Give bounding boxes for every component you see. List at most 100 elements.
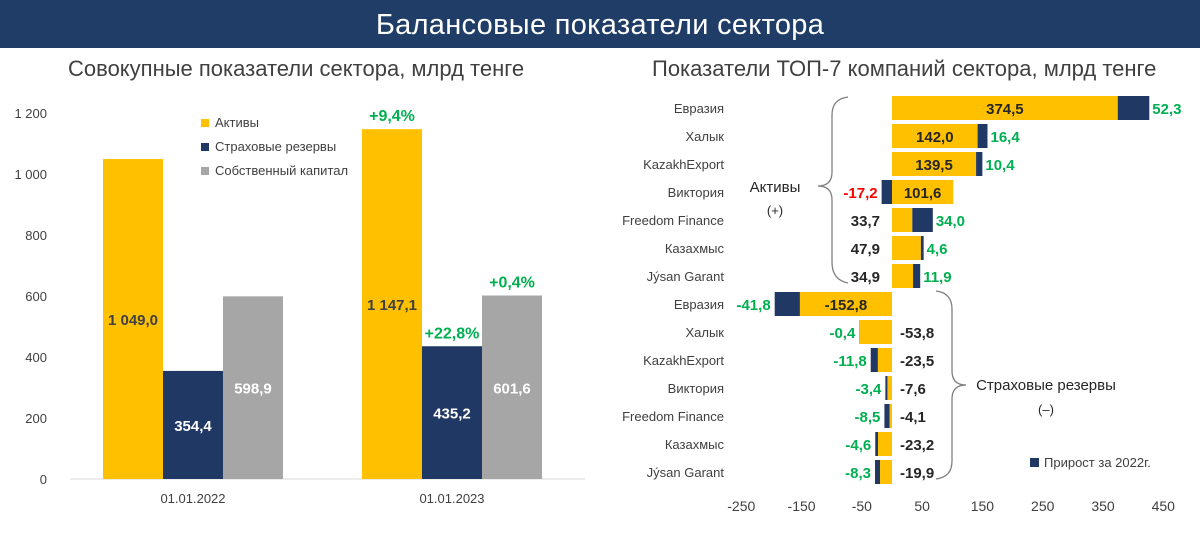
asset-value-label: 101,6 <box>904 185 942 202</box>
growth-value-label: -4,6 <box>845 437 871 454</box>
x-tick-label: 350 <box>1091 498 1115 514</box>
legend-label: Страховые резервы <box>215 139 336 154</box>
company-label: Казахмыс <box>665 437 725 452</box>
company-label: Jýsan Garant <box>647 465 725 480</box>
growth-label: +9,4% <box>369 108 415 125</box>
growth-label: +0,4% <box>489 275 535 292</box>
growth-bar <box>881 180 892 204</box>
x-tick-label: 150 <box>971 498 995 514</box>
reserve-value-label: -19,9 <box>900 465 934 482</box>
bar-value-label: 1 049,0 <box>108 312 158 329</box>
asset-value-label: 47,9 <box>851 241 880 258</box>
growth-bar <box>874 460 881 484</box>
growth-bar <box>1117 96 1150 120</box>
growth-bar <box>774 292 800 316</box>
page-title: Балансовые показатели сектора <box>375 9 825 41</box>
legend-swatch <box>201 119 209 127</box>
growth-label: +22,8% <box>425 325 480 342</box>
top7-bar-chart: Евразия 52,3 374,5 Халык 16,4 142,0 KazakhExpo… <box>622 96 1182 514</box>
growth-value-label: -11,8 <box>833 353 866 370</box>
reserve-bar <box>880 460 892 484</box>
x-tick-label: -50 <box>852 498 872 514</box>
bar-value-label: 1 147,1 <box>367 297 417 314</box>
growth-bar <box>977 124 988 148</box>
growth-value-label: 34,0 <box>936 213 965 230</box>
growth-value-label: -3,4 <box>856 381 883 398</box>
asset-bar <box>892 236 921 260</box>
y-tick-label: 800 <box>25 228 47 243</box>
legend-swatch <box>201 143 209 151</box>
reserve-value-label: -23,5 <box>900 353 934 370</box>
asset-value-label: 374,5 <box>986 101 1024 118</box>
legend-label: Активы <box>215 115 259 130</box>
growth-bar <box>885 376 888 400</box>
growth-value-label: 52,3 <box>1152 101 1181 118</box>
company-label: Халык <box>685 129 724 144</box>
growth-bar <box>920 236 924 260</box>
bar-value-label: 435,2 <box>433 406 471 423</box>
growth-bar <box>884 404 890 428</box>
y-tick-label: 600 <box>25 289 47 304</box>
reserve-value-label: -23,2 <box>900 437 934 454</box>
aggregate-bar-chart: 0 200 400 600 800 1 000 1 200 1 049,0 1 147,1 354… <box>14 106 585 506</box>
x-category-label: 01.01.2022 <box>160 491 225 506</box>
growth-bar <box>913 264 921 288</box>
company-label: Халык <box>685 325 724 340</box>
asset-value-label: 33,7 <box>851 213 880 230</box>
growth-bar <box>976 152 983 176</box>
bar-3-2 <box>482 295 542 479</box>
company-label: KazakhExport <box>643 157 724 172</box>
company-label: KazakhExport <box>643 353 724 368</box>
y-tick-label: 200 <box>25 411 47 426</box>
reserve-bar <box>877 348 892 372</box>
growth-value-label: -41,8 <box>736 297 770 314</box>
y-tick-label: 1 200 <box>14 106 47 121</box>
bar-value-label: 354,4 <box>174 418 212 435</box>
growth-value-label: 4,6 <box>927 241 948 258</box>
asset-bar <box>892 152 977 176</box>
growth-bar <box>875 432 879 456</box>
company-label: Freedom Finance <box>622 409 724 424</box>
legend-label: Прирост за 2022г. <box>1044 455 1151 470</box>
growth-value-label: 16,4 <box>990 129 1020 146</box>
x-tick-label: 50 <box>914 498 930 514</box>
y-tick-label: 400 <box>25 350 47 365</box>
right-chart-title: Показатели ТОП-7 компаний сектора, млрд … <box>652 56 1157 81</box>
asset-value-label: 34,9 <box>851 269 880 286</box>
x-category-label: 01.01.2023 <box>419 491 484 506</box>
x-tick-label: -250 <box>727 498 755 514</box>
reserves-group-sublabel: (–) <box>1038 402 1054 417</box>
reserve-value-label: -152,8 <box>825 297 868 314</box>
asset-value-label: 142,0 <box>916 129 954 146</box>
reserve-value-label: -53,8 <box>900 325 934 342</box>
asset-bar <box>892 124 978 148</box>
assets-brace <box>817 96 849 284</box>
bar-2-1 <box>163 370 223 479</box>
bar-2-2 <box>422 346 482 479</box>
bar-value-label: 598,9 <box>234 381 272 398</box>
company-label: Евразия <box>674 297 724 312</box>
x-tick-label: 450 <box>1152 498 1176 514</box>
growth-bar <box>870 348 878 372</box>
reserve-value-label: -4,1 <box>900 409 926 426</box>
y-tick-label: 0 <box>40 472 47 487</box>
left-chart-title: Совокупные показатели сектора, млрд тенг… <box>68 56 525 81</box>
growth-value-label: 10,4 <box>985 157 1015 174</box>
reserves-group-label: Страховые резервы <box>976 377 1116 394</box>
asset-bar <box>892 264 914 288</box>
legend-label: Собственный капитал <box>215 163 348 178</box>
company-label: Виктория <box>668 381 724 396</box>
company-label: Jýsan Garant <box>647 269 725 284</box>
reserve-bar <box>887 376 892 400</box>
company-label: Казахмыс <box>665 241 725 256</box>
reserve-bar <box>889 404 892 428</box>
growth-value-label: -8,5 <box>855 409 881 426</box>
asset-bar <box>892 96 1118 120</box>
growth-value-label: -8,3 <box>845 465 871 482</box>
reserve-bar <box>878 432 892 456</box>
assets-group-label: Активы <box>750 179 801 196</box>
x-tick-label: -150 <box>788 498 816 514</box>
x-tick-label: 250 <box>1031 498 1055 514</box>
company-label: Виктория <box>668 185 724 200</box>
